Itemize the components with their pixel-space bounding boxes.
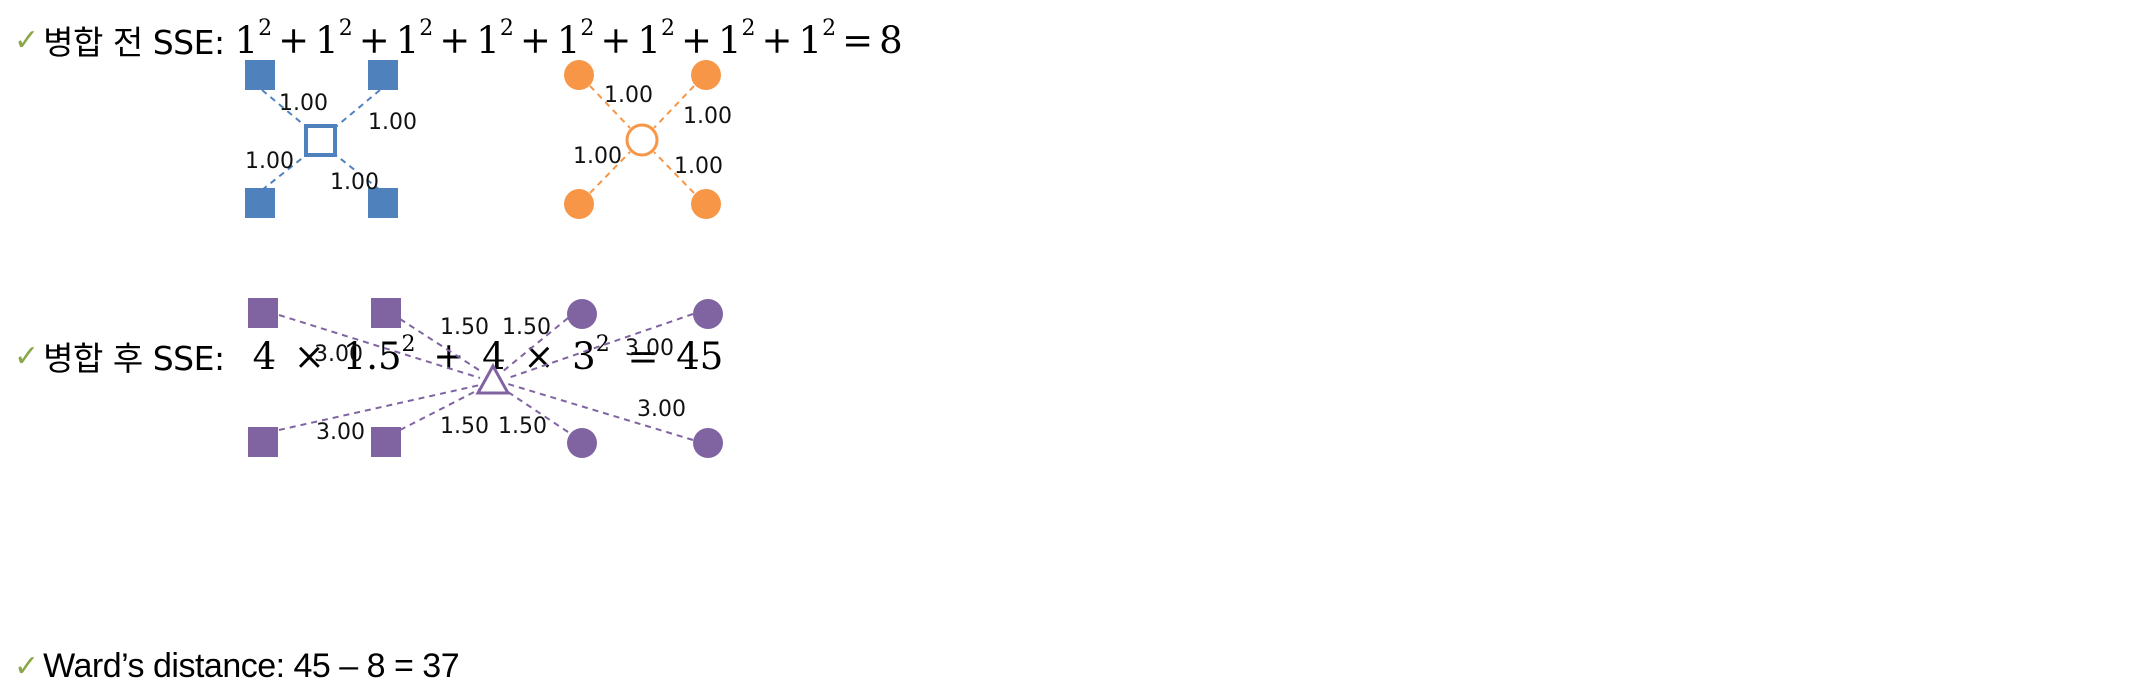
purple-edge — [501, 317, 569, 373]
before-merge-row: ✓ 병합 전 SSE: 12 +12 +12 +12 +12 +12 +12 +12 = 8 — [14, 12, 903, 68]
ward-distance-text: Ward’s distance: 45 – 8 = 37 — [43, 646, 460, 685]
orange-circle-point — [564, 60, 594, 90]
formula-coef: 4 — [482, 334, 506, 378]
after-merge-row: ✓ 병합 후 SSE: 4 × 1.52 + 4 × 32 = 45 — [14, 328, 723, 384]
purple-distance-label: 1.50 — [498, 414, 547, 439]
formula-term: 1 — [395, 18, 420, 62]
orange-distance-label: 1.00 — [674, 154, 723, 179]
formula-plus: + — [433, 334, 465, 378]
after-merge-label: 병합 후 SSE: — [43, 339, 225, 378]
formula-equals: = — [842, 18, 874, 62]
blue-distance-label: 1.00 — [330, 170, 379, 195]
formula-base: 3 — [572, 334, 596, 378]
formula-result: 45 — [676, 334, 724, 378]
blue-distance-label: 1.00 — [279, 91, 328, 116]
formula-base: 1.5 — [342, 334, 402, 378]
purple-square-point — [371, 427, 401, 457]
orange-circle-point — [691, 60, 721, 90]
formula-exp: 2 — [258, 16, 273, 42]
check-icon: ✓ — [14, 648, 40, 684]
formula-coef: 4 — [252, 334, 277, 378]
check-icon: ✓ — [14, 338, 40, 374]
purple-circle-point — [693, 299, 723, 329]
merged-purple-cluster: 3.00 1.50 1.50 3.00 3.00 1.50 1.50 3.00 — [248, 298, 723, 458]
after-merge-formula: 4 × 1.52 + 4 × 32 = 45 — [252, 332, 724, 378]
merged-centroid-triangle — [475, 362, 511, 395]
orange-circle-point — [564, 189, 594, 219]
formula-exp: 2 — [660, 16, 675, 42]
formula-exp: 2 — [822, 16, 837, 42]
formula-term: 1 — [556, 18, 581, 62]
purple-square-point — [248, 298, 278, 328]
formula-exp: 2 — [580, 16, 595, 42]
formula-times: × — [293, 334, 325, 378]
purple-edge — [278, 384, 481, 431]
purple-edge — [399, 318, 483, 373]
blue-square-point — [368, 188, 398, 218]
formula-exp: 2 — [401, 332, 416, 358]
purple-distance-label: 1.50 — [440, 414, 489, 439]
formula-term: 1 — [717, 18, 742, 62]
formula-plus: + — [761, 18, 793, 62]
ward-distance-row: ✓ Ward’s distance: 45 – 8 = 37 — [14, 638, 460, 694]
blue-centroid-square — [304, 124, 337, 157]
formula-exp: 2 — [499, 16, 514, 42]
purple-distance-label: 3.00 — [625, 336, 674, 361]
blue-distance-label: 1.00 — [245, 149, 294, 174]
formula-exp: 2 — [419, 16, 434, 42]
purple-distance-label: 3.00 — [314, 342, 363, 367]
orange-edge — [653, 85, 695, 129]
purple-distance-label: 1.50 — [502, 315, 551, 340]
formula-exp: 2 — [338, 16, 353, 42]
purple-distance-label: 3.00 — [316, 420, 365, 445]
orange-centroid-circle — [625, 123, 659, 157]
orange-circle-point — [691, 189, 721, 219]
formula-plus: + — [680, 18, 712, 62]
formula-plus: + — [439, 18, 471, 62]
orange-distance-label: 1.00 — [683, 104, 732, 129]
purple-edge — [501, 387, 569, 433]
formula-exp: 2 — [741, 16, 756, 42]
formula-plus: + — [278, 18, 310, 62]
formula-exp: 2 — [595, 332, 610, 358]
blue-distance-label: 1.00 — [368, 110, 417, 135]
blue-square-point — [368, 60, 398, 90]
orange-cluster: 1.00 1.00 1.00 1.00 — [564, 60, 732, 219]
purple-circle-point — [693, 428, 723, 458]
blue-square-point — [245, 60, 275, 90]
orange-edge — [653, 151, 695, 194]
orange-distance-label: 1.00 — [604, 83, 653, 108]
orange-edge — [589, 85, 631, 129]
purple-distance-label: 3.00 — [637, 397, 686, 422]
formula-term: 1 — [315, 18, 339, 62]
formula-term: 1 — [637, 18, 661, 62]
formula-term: 1 — [234, 18, 259, 62]
formula-result: 8 — [879, 18, 903, 62]
formula-plus: + — [600, 18, 632, 62]
formula-plus: + — [519, 18, 551, 62]
check-icon: ✓ — [14, 22, 40, 58]
blue-cluster: 1.00 1.00 1.00 1.00 — [245, 60, 417, 218]
purple-square-point — [248, 427, 278, 457]
before-merge-formula: 12 +12 +12 +12 +12 +12 +12 +12 = 8 — [234, 16, 903, 62]
formula-term: 1 — [798, 18, 823, 62]
purple-circle-point — [567, 299, 597, 329]
purple-distance-label: 1.50 — [440, 315, 489, 340]
purple-square-point — [371, 298, 401, 328]
formula-plus: + — [358, 18, 390, 62]
formula-equals: = — [627, 334, 659, 378]
purple-circle-point — [567, 428, 597, 458]
formula-term: 1 — [476, 18, 500, 62]
blue-square-point — [245, 188, 275, 218]
orange-edge — [589, 151, 631, 194]
purple-edge — [399, 387, 483, 431]
purple-edge — [278, 314, 481, 379]
orange-distance-label: 1.00 — [573, 144, 622, 169]
before-merge-label: 병합 전 SSE: — [43, 23, 225, 62]
